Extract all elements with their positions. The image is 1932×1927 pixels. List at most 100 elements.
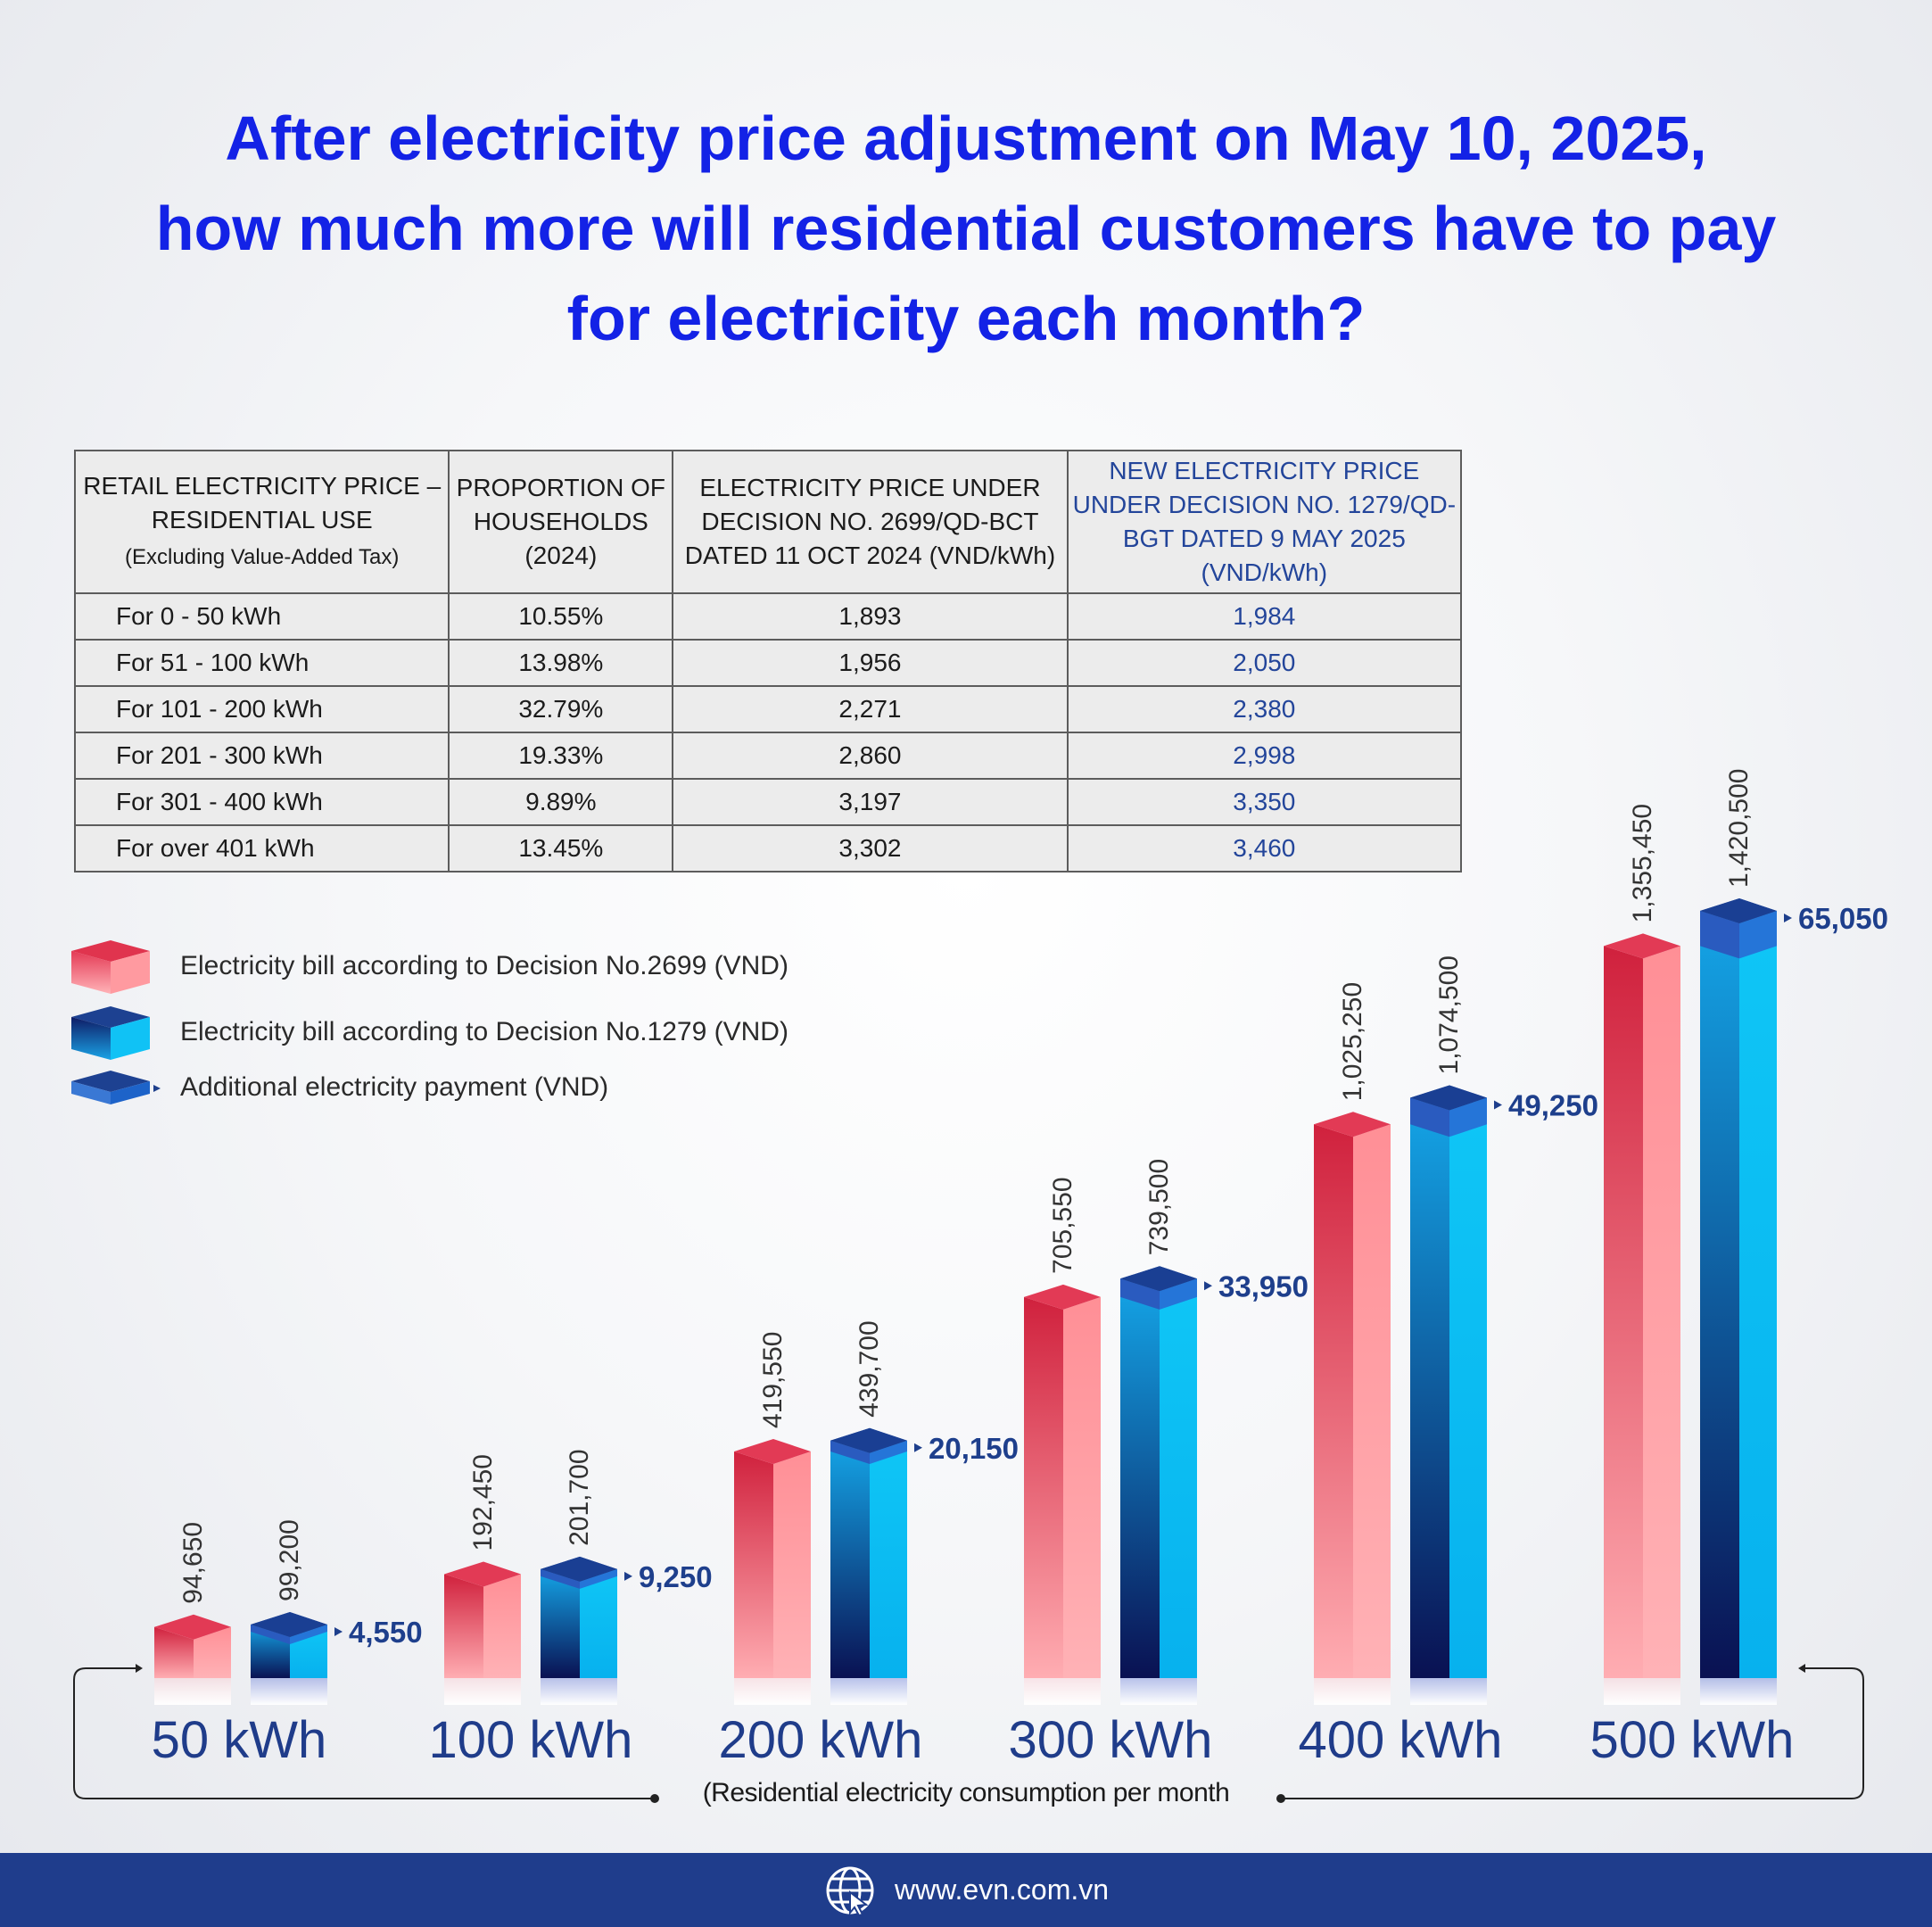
additional-label-1: 9,250 bbox=[639, 1560, 713, 1593]
bar-1279-front-3 bbox=[1160, 1278, 1197, 1678]
bar-2699-top-3 bbox=[1024, 1284, 1101, 1310]
frame-left-line bbox=[73, 1667, 655, 1799]
legend-label: Electricity bill according to Decision N… bbox=[180, 1017, 788, 1046]
additional-label-2: 20,150 bbox=[929, 1432, 1019, 1465]
footer-url[interactable]: www.evn.com.vn bbox=[894, 1873, 1110, 1906]
legend-label: Additional electricity payment (VND) bbox=[180, 1072, 609, 1102]
bar-2699-front-0 bbox=[194, 1626, 231, 1678]
bar-1279-reflection-fade-2 bbox=[830, 1678, 907, 1705]
red-cube-icon bbox=[71, 940, 150, 994]
cell-share: 10.55% bbox=[448, 592, 674, 641]
value-label-1279-2: 439,700 bbox=[855, 1320, 884, 1417]
additional-slab-front-2 bbox=[870, 1440, 907, 1464]
cell-old-price: 2,271 bbox=[672, 685, 1069, 733]
x-axis-label: (Residential electricity consumption per… bbox=[702, 1778, 1230, 1807]
bar-2699-front-3 bbox=[1063, 1296, 1101, 1678]
additional-slab-front-5 bbox=[1739, 911, 1777, 959]
header-proportion-label: PROPORTION OF HOUSEHOLDS (2024) bbox=[456, 474, 666, 569]
category-label-5: 500 kWh bbox=[1590, 1711, 1795, 1769]
cell-new-price: 2,998 bbox=[1066, 732, 1463, 780]
bar-2699-reflection-fade-4 bbox=[1314, 1678, 1391, 1705]
bar-1279-reflection-fade-1 bbox=[541, 1678, 617, 1705]
bar-1279-reflection-fade-4 bbox=[1410, 1678, 1487, 1705]
bar-2699-side-2 bbox=[734, 1451, 773, 1678]
cell-share: 19.33% bbox=[448, 732, 674, 780]
value-label-2699-2: 419,550 bbox=[758, 1332, 788, 1428]
blue-cube-icon bbox=[71, 1006, 150, 1060]
table-row: For 201 - 300 kWh 19.33% 2,860 2,998 bbox=[73, 732, 1463, 780]
header-old-price-label: ELECTRICITY PRICE UNDER DECISION NO. 269… bbox=[684, 474, 1056, 569]
bar-2699-top-1 bbox=[444, 1561, 521, 1587]
bar-2699-top-0 bbox=[154, 1614, 231, 1640]
bar-1279-reflection-fade-0 bbox=[251, 1678, 327, 1705]
bar-2699-front-2 bbox=[773, 1451, 811, 1678]
category-label-2: 200 kWh bbox=[719, 1711, 923, 1769]
cell-new-price: 3,350 bbox=[1066, 778, 1463, 826]
globe-icon bbox=[826, 1866, 874, 1916]
table-row: For over 401 kWh 13.45% 3,302 3,460 bbox=[73, 824, 1463, 873]
additional-slab-top-2 bbox=[830, 1427, 907, 1453]
additional-label-0: 4,550 bbox=[349, 1616, 423, 1649]
bar-2699-top-4 bbox=[1314, 1112, 1391, 1137]
additional-label-4: 49,250 bbox=[1508, 1088, 1598, 1121]
cell-old-price: 1,956 bbox=[672, 639, 1069, 687]
cell-band: For 301 - 400 kWh bbox=[73, 778, 450, 826]
additional-slab-front-3 bbox=[1160, 1278, 1197, 1310]
additional-slab-side-4 bbox=[1410, 1097, 1449, 1137]
value-label-2699-4: 1,025,250 bbox=[1338, 982, 1367, 1101]
frame-right-line bbox=[1281, 1667, 1864, 1799]
cell-share: 9.89% bbox=[448, 778, 674, 826]
value-label-2699-0: 94,650 bbox=[178, 1522, 208, 1604]
additional-arrow-3 bbox=[1204, 1281, 1212, 1291]
additional-slab-top-5 bbox=[1700, 898, 1777, 923]
title-line-3: for electricity each month? bbox=[566, 284, 1366, 353]
additional-slab-side-5 bbox=[1700, 911, 1739, 959]
bar-2699-top-5 bbox=[1604, 933, 1680, 959]
category-label-3: 300 kWh bbox=[1009, 1711, 1213, 1769]
title-line-1: After electricity price adjustment on Ma… bbox=[225, 103, 1707, 173]
cell-new-price: 3,460 bbox=[1066, 824, 1463, 873]
cell-old-price: 2,860 bbox=[672, 732, 1069, 780]
cell-new-price: 2,050 bbox=[1066, 639, 1463, 687]
cell-new-price: 2,380 bbox=[1066, 685, 1463, 733]
cell-new-price: 1,984 bbox=[1066, 592, 1463, 641]
bar-2699-reflection-fade-1 bbox=[444, 1678, 521, 1705]
bar-2699-front-1 bbox=[483, 1574, 521, 1678]
price-table: RETAIL ELECTRICITY PRICE – RESIDENTIAL U… bbox=[73, 450, 1463, 873]
header-old-price: ELECTRICITY PRICE UNDER DECISION NO. 269… bbox=[672, 450, 1069, 594]
header-new-price-label: NEW ELECTRICITY PRICE UNDER DECISION NO.… bbox=[1072, 457, 1457, 586]
cell-band: For 101 - 200 kWh bbox=[73, 685, 450, 733]
blue-slab-icon bbox=[71, 1071, 161, 1104]
cell-share: 13.45% bbox=[448, 824, 674, 873]
value-label-1279-5: 1,420,500 bbox=[1724, 769, 1754, 888]
bar-1279-reflection-fade-3 bbox=[1120, 1678, 1197, 1705]
additional-slab-side-2 bbox=[830, 1440, 870, 1464]
additional-slab-top-4 bbox=[1410, 1085, 1487, 1111]
additional-label-3: 33,950 bbox=[1218, 1270, 1309, 1303]
table-header-row: RETAIL ELECTRICITY PRICE – RESIDENTIAL U… bbox=[73, 450, 1463, 594]
bar-2699-side-0 bbox=[154, 1626, 194, 1678]
bar-2699-reflection-fade-5 bbox=[1604, 1678, 1680, 1705]
bar-1279-front-1 bbox=[580, 1568, 617, 1678]
legend-label: Electricity bill according to Decision N… bbox=[180, 951, 788, 980]
bar-2699-side-1 bbox=[444, 1574, 483, 1678]
bar-2699-side-5 bbox=[1604, 946, 1643, 1678]
value-label-2699-5: 1,355,450 bbox=[1628, 804, 1657, 922]
bar-1279-side-2 bbox=[830, 1440, 870, 1678]
additional-slab-front-1 bbox=[580, 1568, 617, 1589]
additional-arrow-2 bbox=[914, 1443, 922, 1452]
title-line-2: how much more will residential customers… bbox=[155, 194, 1777, 263]
additional-slab-side-0 bbox=[251, 1624, 290, 1644]
bar-1279-side-5 bbox=[1700, 911, 1739, 1678]
header-tier-label: RETAIL ELECTRICITY PRICE – RESIDENTIAL U… bbox=[83, 472, 442, 533]
frame-right-arrow bbox=[1798, 1664, 1805, 1673]
value-label-1279-4: 1,074,500 bbox=[1434, 955, 1464, 1074]
bars-layer: 94,650 99,200 4,550 50 kWh 192,450 201,700 9,2… bbox=[152, 769, 1888, 1769]
frame-right-dot bbox=[1276, 1794, 1285, 1803]
value-label-1279-1: 201,700 bbox=[565, 1449, 594, 1545]
frame-left-arrow bbox=[136, 1664, 143, 1673]
value-label-2699-1: 192,450 bbox=[468, 1454, 498, 1551]
value-label-1279-3: 739,500 bbox=[1144, 1159, 1174, 1255]
table-row: For 0 - 50 kWh 10.55% 1,893 1,984 bbox=[73, 592, 1463, 641]
